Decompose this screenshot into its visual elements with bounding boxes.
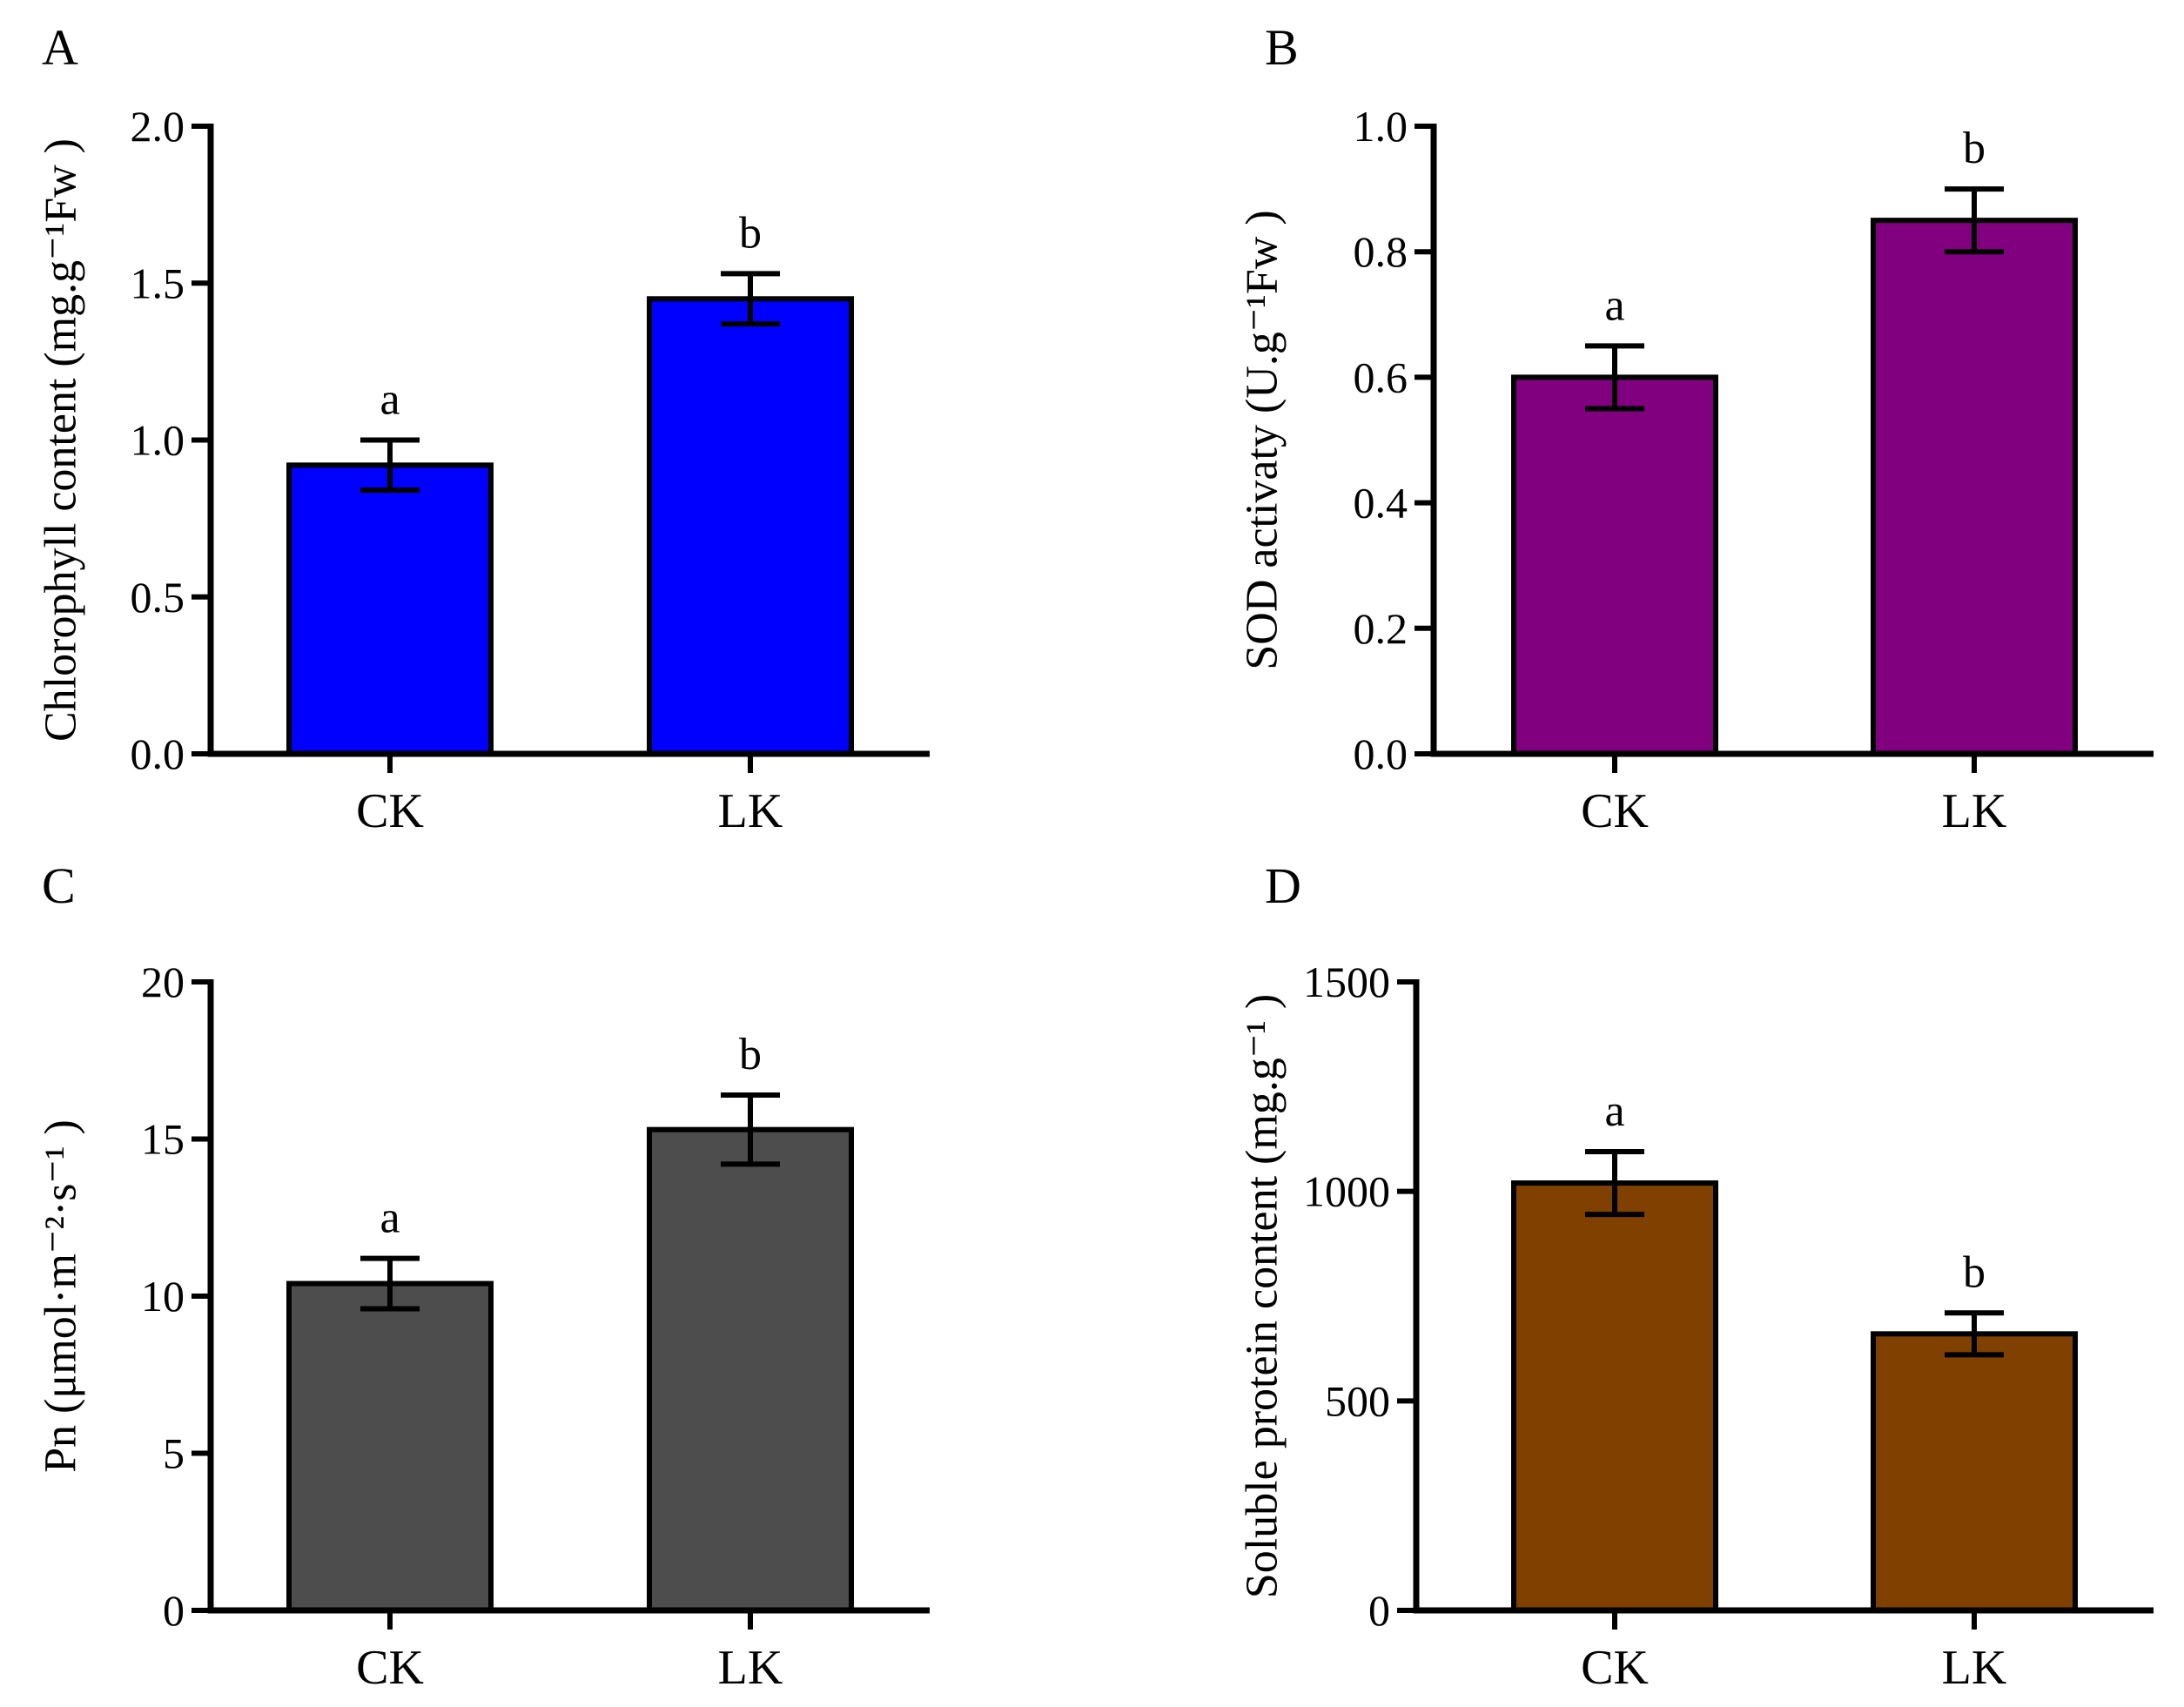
error-bar-lk — [721, 1092, 780, 1167]
bar-lk — [647, 1126, 854, 1614]
x-tick-label: CK — [356, 1641, 424, 1695]
bar-lk — [1871, 1331, 2078, 1613]
y-tick-label: 0.2 — [1354, 604, 1408, 653]
y-tick-label: 0.0 — [1354, 729, 1408, 778]
y-tick-label: 0.5 — [131, 573, 185, 622]
y-tick-label: 2.0 — [131, 102, 185, 151]
y-tick-label: 0.0 — [131, 729, 185, 778]
y-tick-label: 0.4 — [1354, 479, 1408, 528]
significance-label-ck: a — [1604, 1086, 1624, 1136]
error-bar-ck — [1585, 343, 1644, 412]
significance-label-lk: b — [739, 1030, 762, 1079]
y-axis-title: Chlorophyll content (mg.g⁻¹Fw ) — [37, 138, 86, 742]
y-tick-label: 15 — [141, 1115, 185, 1164]
bar-ck — [286, 462, 494, 757]
y-tick-label: 1.0 — [1354, 102, 1408, 151]
y-tick-label: 0.8 — [1354, 227, 1408, 276]
y-tick-label: 0.6 — [1354, 353, 1408, 401]
x-tick-label: CK — [1581, 1641, 1649, 1695]
bar-ck — [1511, 1180, 1718, 1614]
error-bar-ck — [360, 437, 420, 494]
panel-letter: A — [42, 19, 78, 76]
bar-ck — [286, 1280, 494, 1614]
bar-lk — [1871, 218, 2078, 756]
y-tick-label: 1.5 — [131, 259, 185, 307]
y-tick-label: 0 — [163, 1586, 185, 1635]
x-tick-label: CK — [356, 784, 424, 838]
significance-label-ck: a — [380, 1193, 400, 1243]
bar-lk — [647, 296, 854, 756]
panel-c: Ca CK b LK 0 5 10 15 20 Pn (μmol·m⁻²·s⁻¹ ) — [37, 857, 930, 1695]
y-tick-label: 500 — [1325, 1376, 1390, 1425]
error-bar-ck — [360, 1255, 420, 1312]
error-bar-lk — [1945, 186, 2004, 255]
significance-label-lk: b — [739, 208, 762, 258]
x-tick-label: LK — [1942, 784, 2007, 838]
x-tick-label: LK — [1942, 1641, 2007, 1695]
x-tick-label: LK — [718, 784, 783, 838]
error-bar-ck — [1585, 1148, 1644, 1218]
significance-label-ck: a — [380, 375, 400, 425]
y-axis-title: Pn (μmol·m⁻²·s⁻¹ ) — [37, 1119, 86, 1473]
y-axis-title: SOD activaty (U.g⁻¹Fw ) — [1238, 210, 1287, 669]
y-tick-label: 1000 — [1303, 1167, 1390, 1216]
x-tick-label: CK — [1581, 784, 1649, 838]
x-tick-label: LK — [718, 1641, 783, 1695]
error-bar-lk — [721, 271, 780, 327]
panel-b: Ba CK b LK 0.0 0.2 0.4 0.6 0.8 1.0 SOD activaty (U… — [1238, 19, 2154, 838]
panel-letter: D — [1265, 857, 1301, 914]
y-tick-label: 1500 — [1303, 958, 1390, 1006]
significance-label-lk: b — [1963, 1247, 1986, 1297]
panel-letter: C — [42, 857, 76, 914]
panel-letter: B — [1265, 19, 1299, 76]
y-tick-label: 0 — [1368, 1586, 1390, 1635]
significance-label-lk: b — [1963, 124, 1986, 173]
y-axis-title: Soluble protein content (mg.g⁻¹ ) — [1238, 994, 1287, 1598]
panel-d: Da CK b LK 0 500 1000 1500 Soluble protein conte… — [1238, 857, 2154, 1695]
significance-label-ck: a — [1604, 280, 1624, 330]
bar-ck — [1511, 374, 1718, 756]
y-tick-label: 10 — [141, 1272, 185, 1321]
y-tick-label: 5 — [163, 1429, 185, 1478]
y-tick-label: 1.0 — [131, 416, 185, 465]
panel-a: Aa CK b LK 0.0 0.5 1.0 1.5 2.0 Chlorophyll conten… — [37, 19, 930, 838]
error-bar-lk — [1945, 1310, 2004, 1358]
y-tick-label: 20 — [141, 958, 185, 1006]
